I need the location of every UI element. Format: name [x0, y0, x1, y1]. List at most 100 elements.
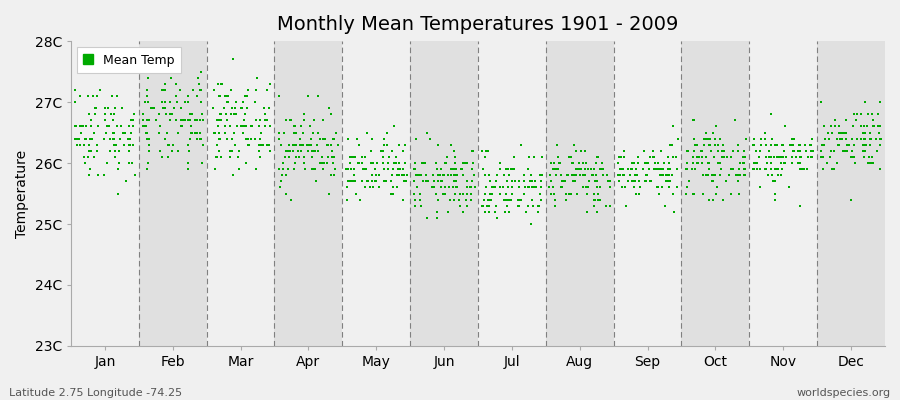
Mean Temp [557, 178, 572, 184]
Mean Temp [754, 136, 769, 142]
Mean Temp [501, 172, 516, 178]
Mean Temp [110, 93, 124, 99]
Mean Temp [581, 166, 596, 172]
Mean Temp [554, 184, 569, 191]
Mean Temp [158, 105, 172, 111]
Mean Temp [482, 209, 497, 215]
Mean Temp [701, 196, 716, 203]
Mean Temp [567, 172, 581, 178]
Mean Temp [346, 178, 360, 184]
Mean Temp [356, 160, 370, 166]
Mean Temp [341, 178, 356, 184]
Mean Temp [97, 117, 112, 124]
Mean Temp [750, 166, 764, 172]
Mean Temp [325, 154, 339, 160]
Mean Temp [664, 172, 679, 178]
Mean Temp [389, 154, 403, 160]
Mean Temp [863, 142, 878, 148]
Mean Temp [651, 160, 665, 166]
Mean Temp [467, 184, 482, 191]
Mean Temp [804, 142, 818, 148]
Mean Temp [83, 166, 97, 172]
Mean Temp [814, 142, 829, 148]
Mean Temp [595, 160, 609, 166]
Mean Temp [476, 196, 491, 203]
Mean Temp [392, 166, 406, 172]
Mean Temp [637, 148, 652, 154]
Mean Temp [652, 190, 666, 197]
Mean Temp [793, 142, 807, 148]
Mean Temp [828, 117, 842, 124]
Mean Temp [860, 160, 875, 166]
Mean Temp [439, 160, 454, 166]
Mean Temp [297, 111, 311, 118]
Mean Temp [68, 123, 82, 130]
Mean Temp [649, 166, 663, 172]
Mean Temp [136, 111, 150, 118]
Mean Temp [481, 148, 495, 154]
Mean Temp [447, 196, 462, 203]
Mean Temp [195, 111, 210, 118]
Mean Temp [777, 148, 791, 154]
Mean Temp [74, 123, 88, 130]
Mean Temp [685, 190, 699, 197]
Mean Temp [139, 123, 153, 130]
Mean Temp [136, 117, 150, 124]
Mean Temp [368, 178, 382, 184]
Mean Temp [854, 136, 868, 142]
Mean Temp [82, 142, 96, 148]
Mean Temp [245, 123, 259, 130]
Mean Temp [272, 166, 286, 172]
Mean Temp [409, 136, 423, 142]
Mean Temp [499, 166, 513, 172]
Mean Temp [189, 129, 203, 136]
Mean Temp [551, 166, 565, 172]
Mean Temp [500, 178, 515, 184]
Mean Temp [701, 160, 716, 166]
Mean Temp [555, 178, 570, 184]
Mean Temp [655, 172, 670, 178]
Mean Temp [97, 136, 112, 142]
Mean Temp [612, 172, 626, 178]
Mean Temp [178, 99, 193, 105]
Mean Temp [790, 148, 805, 154]
Mean Temp [638, 178, 652, 184]
Mean Temp [430, 172, 445, 178]
Mean Temp [101, 105, 115, 111]
Mean Temp [100, 123, 114, 130]
Mean Temp [498, 209, 512, 215]
Mean Temp [588, 196, 602, 203]
Mean Temp [113, 123, 128, 130]
Mean Temp [352, 160, 366, 166]
Mean Temp [686, 117, 700, 124]
Mean Temp [648, 160, 662, 166]
Mean Temp [90, 142, 104, 148]
Mean Temp [140, 160, 155, 166]
Mean Temp [482, 172, 497, 178]
Mean Temp [357, 154, 372, 160]
Mean Temp [358, 184, 373, 191]
Mean Temp [82, 148, 96, 154]
Mean Temp [533, 190, 547, 197]
Mean Temp [328, 129, 343, 136]
Mean Temp [222, 154, 237, 160]
Mean Temp [616, 172, 631, 178]
Mean Temp [165, 148, 179, 154]
Mean Temp [736, 160, 751, 166]
Mean Temp [363, 184, 377, 191]
Mean Temp [460, 202, 474, 209]
Mean Temp [659, 172, 673, 178]
Mean Temp [766, 178, 780, 184]
Mean Temp [732, 166, 746, 172]
Mean Temp [302, 123, 317, 130]
Mean Temp [623, 172, 637, 178]
Mean Temp [526, 154, 541, 160]
Mean Temp [228, 105, 242, 111]
Mean Temp [306, 148, 320, 154]
Mean Temp [76, 123, 90, 130]
Mean Temp [600, 178, 615, 184]
Mean Temp [239, 93, 254, 99]
Mean Temp [414, 202, 428, 209]
Mean Temp [754, 142, 769, 148]
Mean Temp [427, 172, 441, 178]
